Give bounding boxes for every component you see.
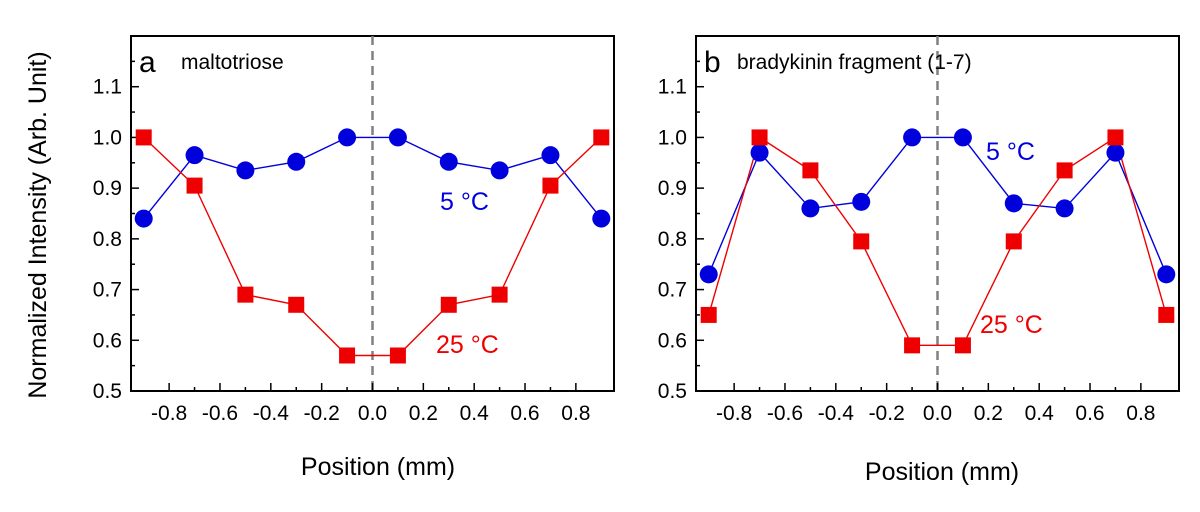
data-point-1 xyxy=(904,337,921,354)
data-point-1 xyxy=(802,162,819,179)
series-line-1 xyxy=(143,136,602,357)
data-point-0 xyxy=(490,161,509,180)
data-point-1 xyxy=(1158,306,1175,323)
series-line-0 xyxy=(143,136,602,220)
x-tick-label: -0.8 xyxy=(151,402,187,425)
y-tick-label: 0.8 xyxy=(93,228,122,251)
x-tick-label: 0.2 xyxy=(409,402,438,425)
data-point-0 xyxy=(541,146,560,165)
data-point-1 xyxy=(1107,129,1124,146)
data-point-0 xyxy=(287,152,306,171)
data-point-1 xyxy=(853,233,870,250)
y-tick-label: 1.1 xyxy=(93,76,122,99)
panel-b: -0.8 -0.6 -0.4 -0.2 0.0 0.2 0.4 0.6 0.8 0.5 0.6 0.7… xyxy=(658,35,1180,486)
data-point-1 xyxy=(542,177,559,194)
y-tick-label: 0.9 xyxy=(93,177,122,200)
data-point-1 xyxy=(186,177,203,194)
x-tick-label: -0.8 xyxy=(716,402,752,425)
x-tick-label: 0.2 xyxy=(974,402,1003,425)
data-point-1 xyxy=(954,337,971,354)
data-point-1 xyxy=(700,306,717,323)
x-tick-label: 0.8 xyxy=(1126,402,1155,425)
panel-a-label-5c: 5 °C xyxy=(440,188,489,216)
data-point-0 xyxy=(1055,199,1074,218)
y-tick-label: 1.0 xyxy=(93,126,122,149)
panel-a-series xyxy=(134,128,611,364)
panel-b-title: bradykinin fragment (1-7) xyxy=(737,51,972,74)
panel-b-label-25c: 25 °C xyxy=(980,311,1043,339)
data-point-0 xyxy=(134,209,153,228)
data-point-1 xyxy=(135,129,152,146)
data-point-1 xyxy=(1056,162,1073,179)
data-point-1 xyxy=(237,286,254,303)
x-tick-label: -0.6 xyxy=(767,402,803,425)
data-point-0 xyxy=(699,265,718,284)
x-tick-label: -0.6 xyxy=(202,402,238,425)
y-tick-label: 0.5 xyxy=(658,380,687,403)
data-point-0 xyxy=(903,128,922,147)
data-point-1 xyxy=(389,347,406,364)
y-tick-label: 0.6 xyxy=(658,329,687,352)
y-tick-label: 0.5 xyxy=(93,380,122,403)
data-point-1 xyxy=(440,296,457,313)
y-tick-label: 0.8 xyxy=(658,228,687,251)
x-tick-label: 0.6 xyxy=(510,402,539,425)
y-tick-label: 1.1 xyxy=(658,76,687,99)
x-tick-label: 0.4 xyxy=(460,402,490,425)
series-line-0 xyxy=(708,136,1167,275)
data-point-1 xyxy=(288,296,305,313)
y-tick-label: 0.6 xyxy=(93,329,122,352)
panel-b-series xyxy=(699,128,1176,354)
x-tick-label: 0.6 xyxy=(1075,402,1104,425)
y-axis-title: Normalized Intensity (Arb. Unit) xyxy=(24,51,52,398)
data-point-0 xyxy=(185,146,204,165)
data-point-0 xyxy=(1004,194,1023,213)
series-line-1 xyxy=(708,136,1167,347)
x-tick-label: -0.2 xyxy=(304,402,340,425)
x-tick-label: -0.4 xyxy=(818,402,855,425)
y-tick-label: 0.9 xyxy=(658,177,687,200)
y-tick-label: 1.0 xyxy=(658,126,687,149)
data-point-0 xyxy=(801,199,820,218)
y-tick-label: 0.7 xyxy=(658,279,687,302)
data-point-1 xyxy=(339,347,356,364)
data-point-0 xyxy=(953,128,972,147)
x-tick-label: -0.2 xyxy=(869,402,905,425)
x-tick-label: -0.4 xyxy=(253,402,290,425)
x-tick-label: 0.8 xyxy=(561,402,590,425)
data-point-0 xyxy=(439,152,458,171)
data-point-1 xyxy=(491,286,508,303)
panel-b-ticks: -0.8 -0.6 -0.4 -0.2 0.0 0.2 0.4 0.6 0.8 0.5 0.6 0.7… xyxy=(658,60,1155,425)
x-tick-label: 0.0 xyxy=(358,402,387,425)
panel-b-letter: b xyxy=(704,46,721,79)
data-point-0 xyxy=(1106,143,1125,162)
panel-a-title: maltotriose xyxy=(181,51,284,74)
data-point-0 xyxy=(388,128,407,147)
panel-b-xlabel: Position (mm) xyxy=(865,458,1019,486)
data-point-0 xyxy=(852,192,871,211)
panel-a: -0.8 -0.6 -0.4 -0.2 0.0 0.2 0.4 0.6 0.8 0.5 0.6 0.7… xyxy=(93,35,615,481)
x-tick-label: 0.4 xyxy=(1025,402,1055,425)
data-point-0 xyxy=(592,209,611,228)
data-point-1 xyxy=(751,129,768,146)
data-point-0 xyxy=(338,128,357,147)
data-point-0 xyxy=(1157,265,1176,284)
data-point-1 xyxy=(1005,233,1022,250)
data-point-0 xyxy=(750,143,769,162)
panel-a-ticks: -0.8 -0.6 -0.4 -0.2 0.0 0.2 0.4 0.6 0.8 0.5 0.6 0.7… xyxy=(93,60,590,425)
y-tick-label: 0.7 xyxy=(93,279,122,302)
x-tick-label: 0.0 xyxy=(923,402,952,425)
panel-a-label-25c: 25 °C xyxy=(436,331,499,359)
panel-a-xlabel: Position (mm) xyxy=(301,453,455,481)
panel-b-label-5c: 5 °C xyxy=(986,138,1035,166)
data-point-0 xyxy=(236,161,255,180)
data-point-1 xyxy=(593,129,610,146)
panel-a-letter: a xyxy=(139,46,156,79)
